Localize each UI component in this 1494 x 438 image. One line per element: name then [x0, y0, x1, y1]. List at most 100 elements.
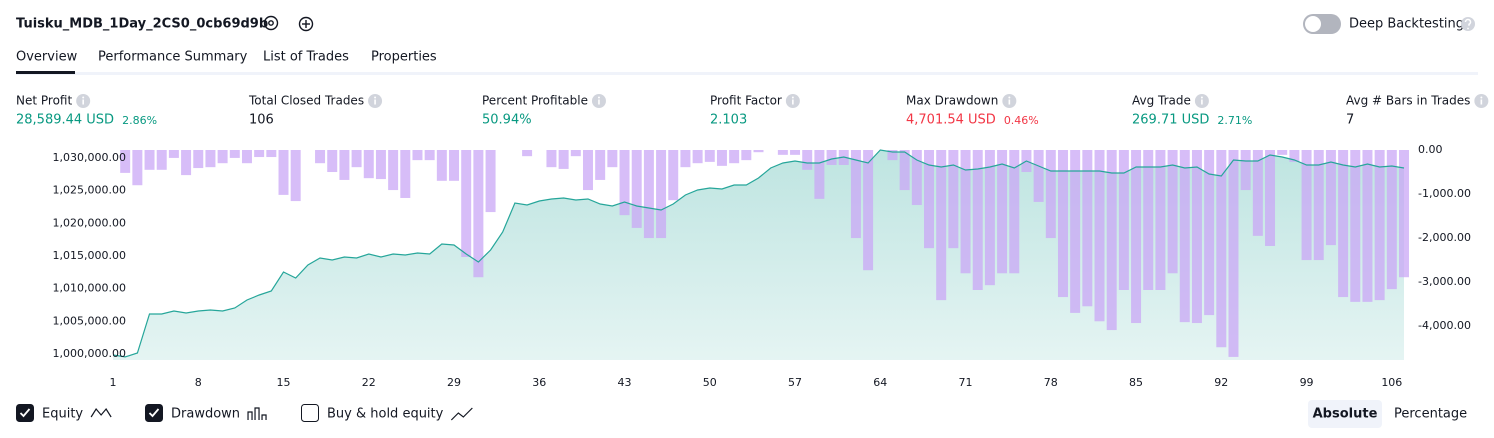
drawdown-bar — [144, 150, 155, 170]
drawdown-bar — [668, 150, 679, 201]
info-dot — [1008, 96, 1011, 99]
drawdown-bar — [1374, 150, 1385, 301]
drawdown-bar — [1167, 150, 1178, 274]
drawdown-bar — [1118, 150, 1129, 290]
drawdown-bar — [1313, 150, 1324, 261]
drawdown-bar — [193, 150, 204, 169]
tab[interactable]: Performance Summary — [98, 50, 248, 65]
drawdown-bar — [1386, 150, 1397, 290]
drawdown-bar — [1106, 150, 1117, 331]
drawdown-bar — [1033, 150, 1044, 202]
drawdown-bar — [436, 150, 447, 181]
drawdown-bar — [814, 150, 825, 199]
metric-label: Total Closed Trades — [248, 94, 364, 108]
checkbox[interactable] — [16, 404, 34, 422]
drawdown-bar — [400, 150, 411, 198]
drawdown-bar — [363, 150, 374, 179]
drawdown-bar — [924, 150, 935, 249]
help-icon[interactable] — [1461, 17, 1475, 31]
drawdown-bar — [1179, 150, 1190, 323]
tab[interactable]: Overview — [16, 50, 78, 65]
drawdown-bar — [777, 150, 788, 155]
drawdown-bar — [643, 150, 654, 239]
y2-tick-label: -2,000.00 — [1418, 231, 1471, 244]
drawdown-bar — [960, 150, 971, 274]
drawdown-bar — [1082, 150, 1093, 307]
tab-separator — [16, 72, 1478, 75]
series-icon — [247, 407, 267, 420]
drawdown-bar — [729, 150, 740, 164]
info-icon[interactable] — [785, 94, 800, 108]
drawdown-bar — [582, 150, 593, 191]
settings-icon[interactable] — [263, 15, 279, 31]
info-icon[interactable] — [591, 94, 606, 108]
metric-value: 2.103 — [710, 113, 747, 128]
drawdown-bar — [1070, 150, 1081, 313]
y-tick-label: 1,025,000.00 — [53, 184, 126, 197]
drawdown-bar — [290, 150, 301, 202]
info-icon[interactable] — [1474, 94, 1489, 108]
checkbox-box — [301, 404, 319, 422]
tab[interactable]: Properties — [371, 50, 437, 65]
drawdown-bar — [802, 150, 813, 170]
drawdown-bar — [984, 150, 995, 286]
drawdown-bar — [1009, 150, 1020, 274]
x-tick-label: 43 — [618, 376, 632, 389]
alert-icon[interactable] — [298, 16, 314, 32]
info-icon[interactable] — [1194, 94, 1209, 108]
x-tick-label: 78 — [1044, 376, 1058, 389]
y-tick-label: 1,000,000.00 — [53, 347, 126, 360]
strategy-title: Tuisku_MDB_1Day_2CS0_0cb69d9b — [16, 17, 268, 32]
x-tick-label: 1 — [110, 376, 117, 389]
info-icon[interactable] — [368, 94, 383, 108]
x-tick-label: 85 — [1129, 376, 1143, 389]
drawdown-bar — [1350, 150, 1361, 302]
drawdown-bar — [241, 150, 252, 164]
drawdown-bar — [412, 150, 423, 161]
tab[interactable]: List of Trades — [263, 50, 349, 65]
drawdown-bar — [1143, 150, 1154, 290]
checkbox[interactable] — [301, 404, 319, 422]
x-tick-label: 50 — [703, 376, 717, 389]
info-icon[interactable] — [1002, 94, 1017, 108]
series-icon — [90, 407, 112, 418]
metric-label: Max Drawdown — [906, 94, 998, 108]
drawdown-bar — [375, 150, 386, 180]
mode-button[interactable]: Absolute — [1313, 407, 1378, 422]
drawdown-bar — [741, 150, 752, 161]
checkbox-label: Equity — [42, 407, 83, 422]
checkbox[interactable] — [145, 404, 163, 422]
deep-backtesting-label: Deep Backtesting — [1349, 17, 1464, 32]
info-dot — [597, 96, 600, 99]
drawdown-bar — [1301, 150, 1312, 261]
x-tick-label: 22 — [362, 376, 376, 389]
drawdown-bar — [1252, 150, 1263, 236]
mode-button[interactable]: Percentage — [1394, 407, 1467, 422]
check-mark — [19, 408, 31, 418]
drawdown-bar — [1094, 150, 1105, 322]
deep-backtesting-toggle[interactable] — [1303, 14, 1341, 34]
drawdown-bar — [850, 150, 861, 239]
x-tick-label: 99 — [1300, 376, 1314, 389]
x-tick-label: 36 — [532, 376, 546, 389]
x-tick-label: 8 — [195, 376, 202, 389]
drawdown-bar — [1204, 150, 1215, 316]
x-tick-label: 106 — [1381, 376, 1402, 389]
metric-percent: 0.46% — [1004, 114, 1039, 127]
x-tick-label: 92 — [1214, 376, 1228, 389]
info-icon[interactable] — [76, 94, 91, 108]
drawdown-bar — [948, 150, 959, 249]
drawdown-bar — [1228, 150, 1239, 357]
equity-line — [112, 149, 1405, 358]
equity-area — [113, 150, 1404, 360]
active-tab-underline — [16, 71, 75, 74]
drawdown-bar — [120, 150, 131, 173]
metric-percent: 2.86% — [122, 114, 157, 127]
series-icon — [450, 407, 473, 421]
drawdown-bar — [595, 150, 606, 180]
metric-value: 4,701.54 USD — [906, 113, 996, 128]
metric-value: 7 — [1346, 113, 1354, 128]
drawdown-bar — [887, 150, 898, 161]
mode-button-bg[interactable] — [1308, 400, 1382, 428]
drawdown-bar — [254, 150, 265, 158]
